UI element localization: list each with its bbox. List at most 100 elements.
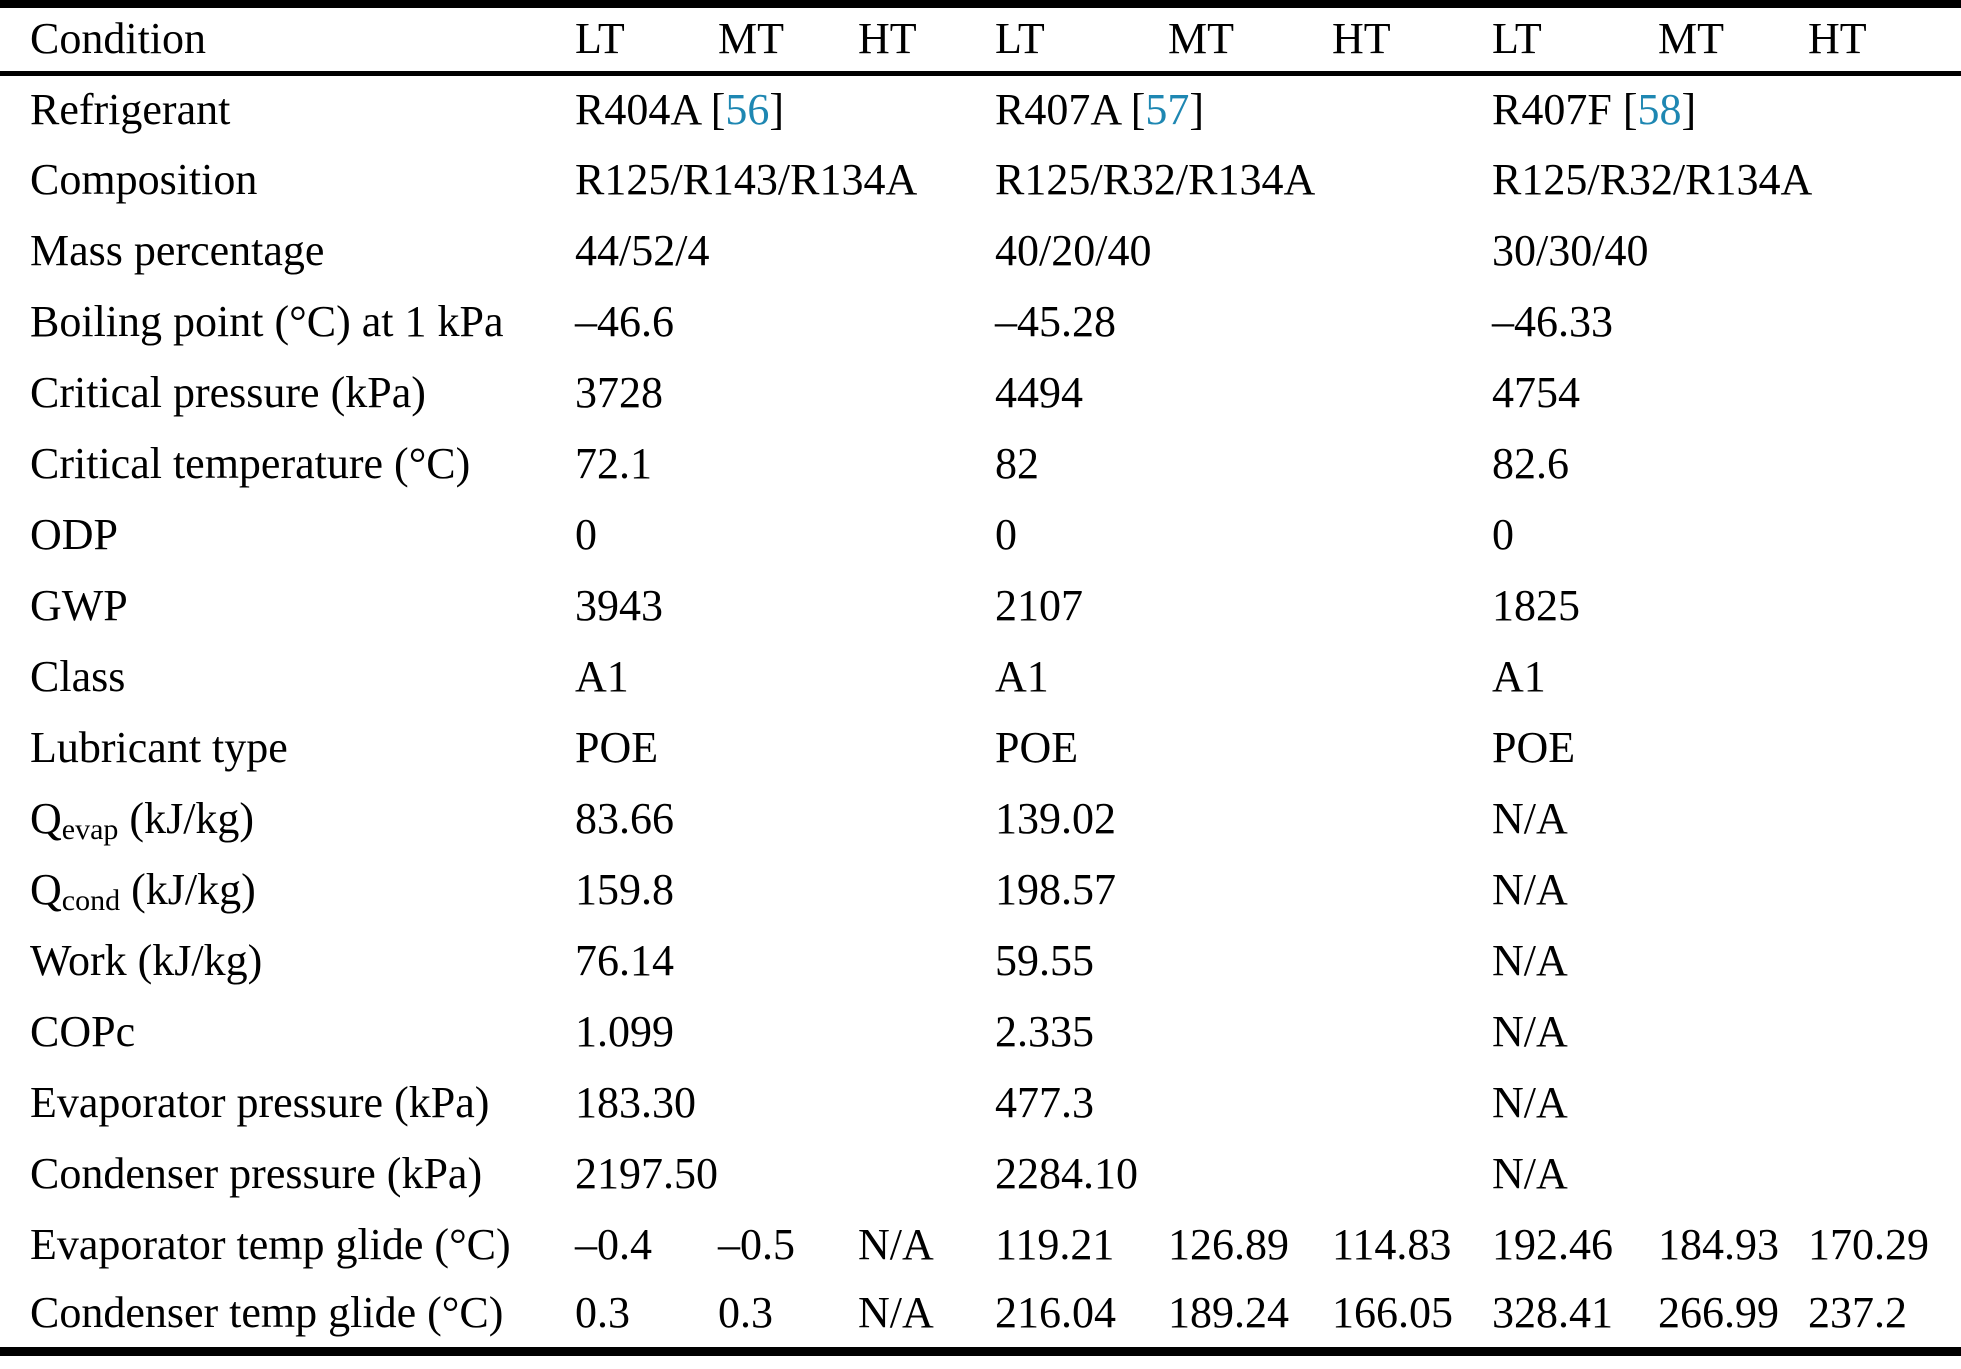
value-cell: A1 [995,651,1049,701]
value-cell: 2284.10 [995,1148,1138,1198]
value-cell: N/A [1492,793,1568,843]
value-cell: 3728 [575,367,663,417]
value-cell: –45.28 [995,296,1116,346]
row-label-rest: (kJ/kg) [118,793,255,843]
value-cell: 477.3 [995,1077,1094,1127]
column-header-ht-1: HT [858,14,917,64]
citation-bracket-open: [ [699,84,726,134]
refrigerant-name: R407A [995,84,1120,134]
table-row: ODP 0 0 0 [0,499,1961,570]
row-label: Condenser temp glide (°C) [30,1288,504,1338]
table-row: Evaporator temp glide (°C) –0.4 –0.5 N/A 119… [0,1209,1961,1280]
value-cell: 4754 [1492,367,1580,417]
row-label: Critical pressure (kPa) [30,367,426,417]
value-cell: 4494 [995,367,1083,417]
row-label: Evaporator pressure (kPa) [30,1077,490,1127]
header-row: Condition LT MT HT LT MT HT LT MT HT [0,4,1961,73]
column-header-ht-2: HT [1332,14,1391,64]
value-cell: 170.29 [1808,1219,1929,1269]
row-label-main: Q [30,793,62,843]
table-row: Boiling point (°C) at 1 kPa –46.6 –45.28 –4… [0,286,1961,357]
row-label-rest: (kJ/kg) [120,864,256,914]
table-row: Critical pressure (kPa) 3728 4494 4754 [0,357,1961,428]
citation-link[interactable]: 56 [725,84,770,134]
refrigerant-cell: R407A [57] [995,73,1492,144]
value-cell: N/A [1492,935,1568,985]
value-cell: 82 [995,438,1039,488]
table-header: Condition LT MT HT LT MT HT LT MT HT [0,4,1961,73]
value-cell: POE [575,722,659,772]
value-cell: –0.4 [575,1219,652,1269]
refrigerant-name: R404A [575,84,700,134]
citation-link[interactable]: 57 [1145,84,1190,134]
row-label: Composition [30,154,258,204]
value-cell: –0.5 [718,1219,795,1269]
value-cell: 1.099 [575,1006,674,1056]
value-cell: N/A [1492,1077,1568,1127]
table-row: Composition R125/R143/R134A R125/R32/R134A… [0,144,1961,215]
value-cell: N/A [858,1219,934,1269]
value-cell: N/A [1492,864,1568,914]
value-cell: N/A [1492,1148,1568,1198]
column-header-mt-1: MT [718,14,784,64]
citation-bracket-close: ] [1189,84,1205,134]
citation-bracket-close: ] [769,84,785,134]
table-row: Condenser pressure (kPa) 2197.50 2284.10 N/… [0,1138,1961,1209]
row-label: ODP [30,509,119,559]
table-row: Refrigerant R404A [56] R407A [57] R407F [58… [0,73,1961,144]
value-cell: 184.93 [1658,1219,1779,1269]
row-label: GWP [30,580,128,630]
row-label: Evaporator temp glide (°C) [30,1219,511,1269]
citation-bracket-open: [ [1611,84,1638,134]
row-label: Lubricant type [30,722,288,772]
row-label: COPc [30,1006,136,1056]
value-cell: N/A [858,1288,934,1338]
value-cell: –46.6 [575,296,674,346]
row-label-subscript: cond [61,884,121,918]
row-label: Mass percentage [30,225,325,275]
table-row: Critical temperature (°C) 72.1 82 82.6 [0,428,1961,499]
value-cell: 198.57 [995,864,1116,914]
value-cell: 44/52/4 [575,225,710,275]
value-cell: 83.66 [575,793,674,843]
value-cell: 159.8 [575,864,674,914]
value-cell: R125/R32/R134A [995,154,1316,204]
value-cell: 2197.50 [575,1148,718,1198]
column-header-mt-3: MT [1658,14,1724,64]
value-cell: 40/20/40 [995,225,1152,275]
value-cell: 114.83 [1332,1219,1452,1269]
column-header-mt-2: MT [1168,14,1234,64]
citation-link[interactable]: 58 [1637,84,1682,134]
value-cell: 328.41 [1492,1288,1613,1338]
row-label-main: Q [30,864,62,914]
row-label: Boiling point (°C) at 1 kPa [30,296,504,346]
value-cell: 183.30 [575,1077,696,1127]
value-cell: 3943 [575,580,663,630]
value-cell: 189.24 [1168,1288,1289,1338]
row-label: Refrigerant [30,84,231,134]
value-cell: 76.14 [575,935,674,985]
refrigerant-name: R407F [1492,84,1612,134]
value-cell: 2.335 [995,1006,1094,1056]
table-row: Qevap (kJ/kg) 83.66 139.02 N/A [0,783,1961,854]
value-cell: 216.04 [995,1288,1116,1338]
value-cell: 192.46 [1492,1219,1613,1269]
value-cell: 0 [1492,509,1514,559]
row-label: Work (kJ/kg) [30,935,263,985]
value-cell: 0.3 [575,1288,630,1338]
table-row: Evaporator pressure (kPa) 183.30 477.3 N/A [0,1067,1961,1138]
value-cell: 126.89 [1168,1219,1289,1269]
row-label: Critical temperature (°C) [30,438,471,488]
value-cell: 72.1 [575,438,652,488]
value-cell: 59.55 [995,935,1094,985]
column-header-lt-3: LT [1492,14,1542,64]
value-cell: R125/R143/R134A [575,154,918,204]
value-cell: A1 [1492,651,1546,701]
value-cell: 82.6 [1492,438,1569,488]
column-header-lt-2: LT [995,14,1045,64]
value-cell: –46.33 [1492,296,1613,346]
table-row: Qcond (kJ/kg) 159.8 198.57 N/A [0,854,1961,925]
value-cell: 266.99 [1658,1288,1779,1338]
